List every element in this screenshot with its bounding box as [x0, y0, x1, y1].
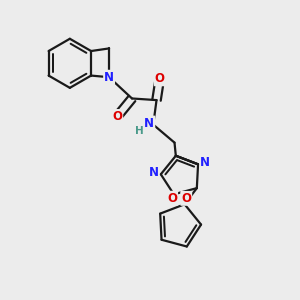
Text: O: O: [167, 192, 177, 205]
Text: N: N: [144, 116, 154, 130]
Text: N: N: [104, 71, 114, 84]
Text: N: N: [200, 156, 210, 169]
Text: O: O: [112, 110, 122, 123]
Text: H: H: [135, 125, 144, 136]
Text: N: N: [148, 166, 159, 179]
Text: O: O: [181, 192, 191, 205]
Text: O: O: [155, 72, 165, 85]
